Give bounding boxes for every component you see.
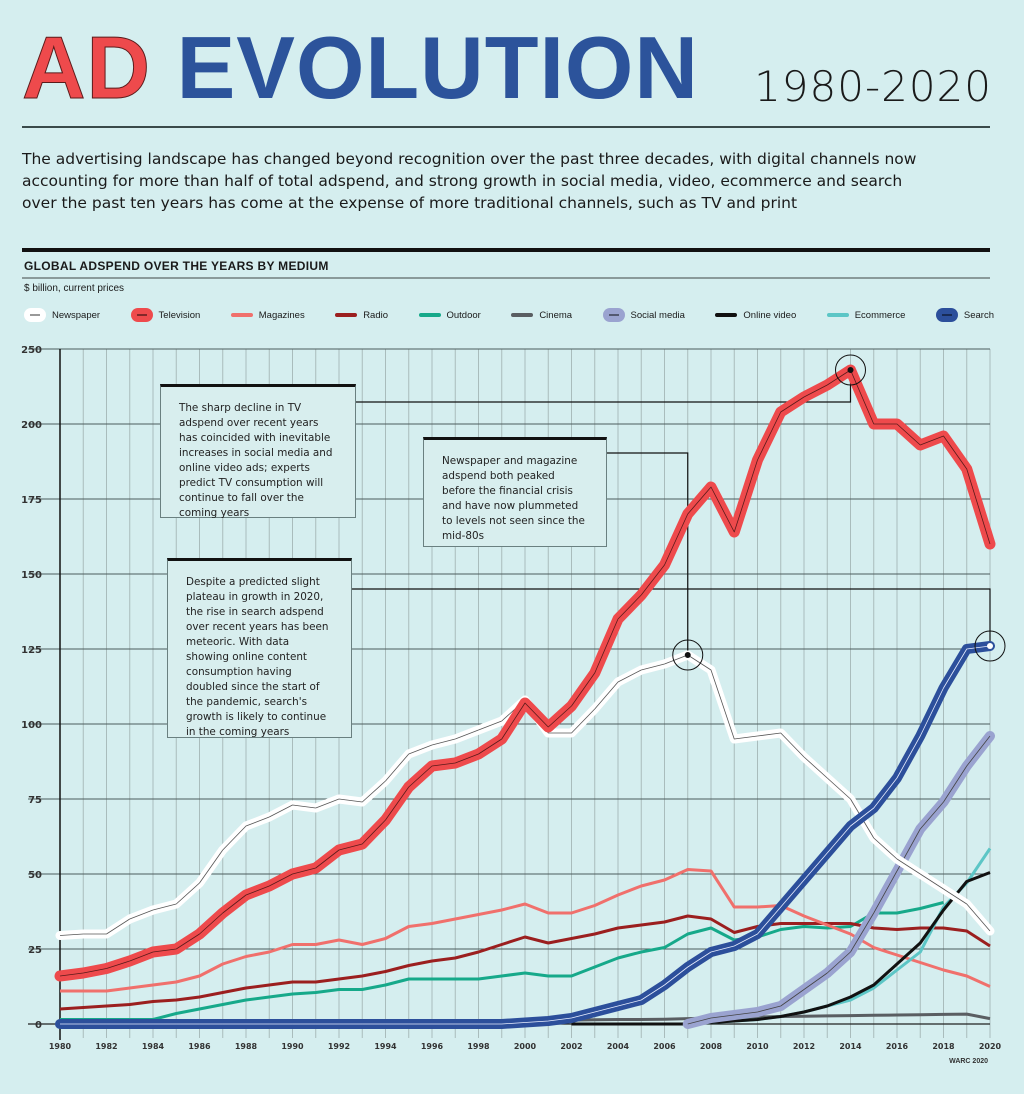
legend-item: Online video — [715, 308, 796, 322]
x-tick-label: 2002 — [560, 1042, 582, 1051]
title-evolution: EVOLUTION — [176, 18, 699, 117]
x-tick-label: 2000 — [514, 1042, 537, 1051]
series-search — [55, 641, 995, 1029]
y-tick-label: 100 — [21, 720, 42, 731]
legend-item: Newspaper — [24, 308, 100, 322]
legend-swatch — [715, 313, 738, 317]
x-tick-label: 2004 — [607, 1042, 630, 1051]
chart-title: GLOBAL ADSPEND OVER THE YEARS BY MEDIUM — [24, 259, 329, 273]
x-tick-label: 2008 — [700, 1042, 723, 1051]
x-tick-label: 1984 — [142, 1042, 165, 1051]
legend-label: Online video — [743, 309, 797, 321]
x-tick-label: 1998 — [467, 1042, 490, 1051]
annotation-search: Despite a predicted slight plateau in gr… — [167, 558, 352, 738]
y-tick-label: 0 — [35, 1020, 42, 1031]
x-tick-label: 1992 — [328, 1042, 350, 1051]
series-line — [682, 731, 995, 1029]
legend-item: Magazines — [230, 308, 305, 322]
series-social-media — [682, 731, 995, 1029]
legend: Newspaper Television Magazines Radio Outdoor… — [24, 308, 994, 322]
source-label: WARC 2020 — [949, 1058, 988, 1065]
legend-label: Magazines — [258, 309, 305, 321]
x-tick-label: 1986 — [188, 1042, 211, 1051]
x-tick-label: 2014 — [839, 1042, 862, 1051]
divider — [22, 126, 990, 128]
annotation-tv: The sharp decline in TV adspend over rec… — [160, 384, 356, 519]
y-tick-label: 250 — [21, 345, 42, 356]
chart-unit: $ billion, current prices — [24, 283, 125, 294]
legend-swatch — [418, 313, 441, 317]
highlight-circle — [974, 630, 1006, 662]
page-title: AD EVOLUTION — [21, 21, 699, 114]
legend-item: Search — [935, 308, 994, 322]
legend-item: Cinema — [511, 308, 572, 322]
annotation-newspaper: Newspaper and magazine adspend both peak… — [423, 437, 607, 547]
x-tick-label: 2018 — [932, 1042, 955, 1051]
highlight-dot — [847, 367, 854, 373]
legend-swatch — [130, 308, 153, 322]
series-television — [54, 364, 996, 982]
series-line-center — [687, 735, 991, 1025]
y-tick-label: 75 — [28, 795, 42, 806]
legend-swatch — [935, 308, 958, 322]
legend-item: Television — [130, 308, 201, 322]
legend-swatch — [826, 313, 849, 317]
title-ad: AD — [21, 18, 152, 117]
y-tick-label: 50 — [28, 870, 42, 881]
x-tick-label: 1990 — [281, 1042, 304, 1051]
legend-swatch — [335, 313, 358, 317]
y-tick-label: 25 — [28, 945, 42, 956]
legend-item: Social media — [602, 308, 685, 322]
annotation-text: The sharp decline in TV adspend over rec… — [179, 402, 333, 519]
legend-label: Television — [158, 309, 201, 321]
legend-swatch — [24, 308, 46, 322]
x-tick-label: 2006 — [653, 1042, 676, 1051]
x-tick-label: 2020 — [979, 1042, 1002, 1051]
legend-item: Outdoor — [418, 308, 481, 322]
year-range: 1980-2020 — [754, 62, 992, 111]
legend-label: Outdoor — [446, 309, 481, 321]
y-tick-label: 125 — [21, 645, 42, 656]
legend-label: Newspaper — [52, 309, 101, 321]
intro-text: The advertising landscape has changed be… — [22, 150, 917, 212]
legend-label: Social media — [630, 309, 685, 321]
annotation-leader-tv — [356, 370, 852, 403]
annotation-text: Despite a predicted slight plateau in gr… — [186, 576, 329, 738]
annotation-leader-search — [352, 588, 991, 646]
legend-label: Radio — [363, 309, 389, 321]
y-tick-label: 175 — [21, 495, 42, 506]
divider — [22, 277, 990, 279]
legend-label: Ecommerce — [854, 309, 906, 321]
divider — [22, 248, 990, 252]
legend-item: Ecommerce — [826, 308, 906, 322]
highlight-dot — [684, 652, 691, 658]
annotation-leader-newspaper — [607, 452, 689, 655]
highlight-circle — [835, 354, 866, 386]
x-tick-label: 1982 — [95, 1042, 117, 1051]
y-tick-label: 150 — [21, 570, 42, 581]
legend-swatch — [230, 313, 253, 317]
annotation-text: Newspaper and magazine adspend both peak… — [442, 455, 585, 542]
legend-label: Search — [963, 309, 994, 321]
legend-item: Radio — [335, 308, 388, 322]
x-tick-label: 1988 — [235, 1042, 258, 1051]
legend-label: Cinema — [539, 309, 573, 321]
series-radio — [59, 914, 991, 1011]
x-tick-label: 1996 — [421, 1042, 444, 1051]
x-tick-label: 2010 — [746, 1042, 769, 1051]
legend-swatch — [511, 313, 534, 317]
series-online-video — [571, 871, 991, 1026]
x-tick-label: 1994 — [374, 1042, 397, 1051]
x-tick-label: 2016 — [886, 1042, 909, 1051]
y-tick-label: 200 — [21, 420, 42, 431]
x-tick-label: 2012 — [793, 1042, 815, 1051]
highlight-circle — [672, 639, 704, 671]
x-tick-label: 1980 — [49, 1042, 72, 1051]
highlight-dot — [987, 643, 993, 649]
legend-swatch — [602, 308, 625, 322]
